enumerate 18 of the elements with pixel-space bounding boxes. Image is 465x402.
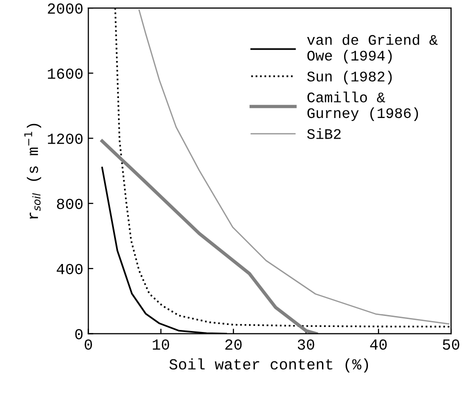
x-tick-label: 30	[298, 339, 314, 350]
y-axis-title: r$_{soil}$ (s m$^{−1}$)	[24, 124, 42, 219]
legend-label: van de Griend & Owe (1994)	[307, 34, 438, 64]
y-tick-label: 0	[75, 328, 83, 340]
legend-label: Sun (1982)	[307, 70, 392, 84]
x-axis-title: Soil water content (%)	[169, 358, 368, 373]
y-tick-label: 400	[56, 264, 83, 274]
x-tick-label: 10	[152, 339, 170, 350]
x-tick-label: 50	[442, 339, 460, 350]
y-tick-label: 1200	[48, 134, 83, 144]
x-tick-label: 0	[84, 339, 92, 350]
x-tick-label: 40	[370, 339, 387, 350]
x-tick-label: 20	[225, 339, 242, 350]
legend-label: SiB2	[307, 128, 341, 139]
y-tick-label: 2000	[48, 3, 83, 14]
y-tick-label: 1600	[48, 68, 83, 79]
y-tick-label: 800	[56, 198, 83, 210]
legend-label: Camillo & Gurney (1986)	[307, 92, 418, 121]
